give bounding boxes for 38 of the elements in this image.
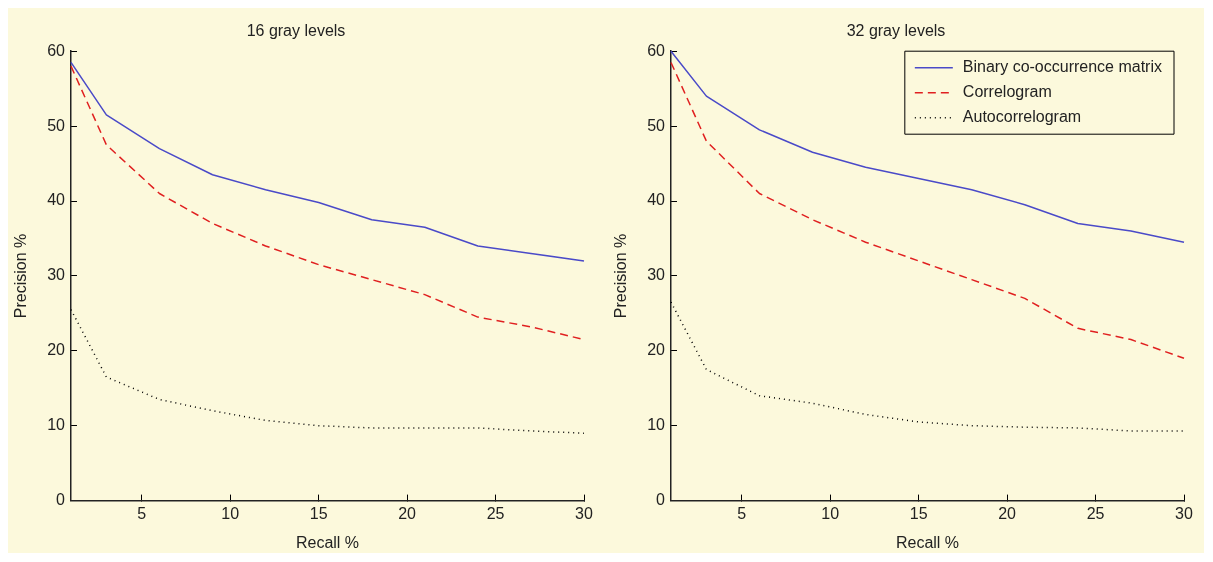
line-series xyxy=(70,308,585,434)
x-tick-label: 20 xyxy=(998,504,1017,522)
x-axis-title: Recall % xyxy=(895,533,960,551)
chart-title: 32 gray levels xyxy=(846,22,946,40)
y-tick-label: 0 xyxy=(656,491,666,509)
y-tick-label: 0 xyxy=(56,491,66,509)
y-tick-label: 60 xyxy=(47,41,66,59)
y-tick-label: 60 xyxy=(647,41,666,59)
legend-label: Binary co-occurrence matrix xyxy=(962,58,1162,76)
x-tick-label: 30 xyxy=(1175,504,1193,522)
y-tick-label: 50 xyxy=(47,116,66,134)
y-tick-label: 30 xyxy=(647,266,666,284)
y-tick-label: 10 xyxy=(47,416,66,434)
x-tick-label: 10 xyxy=(221,504,240,522)
y-tick-label: 40 xyxy=(47,191,66,209)
x-tick-label: 15 xyxy=(909,504,928,522)
y-tick-label: 10 xyxy=(647,416,666,434)
x-axis-title: Recall % xyxy=(295,533,360,551)
y-tick-label: 50 xyxy=(647,116,666,134)
chart-title: 16 gray levels xyxy=(246,22,346,40)
x-tick-label: 30 xyxy=(575,504,593,522)
x-tick-label: 25 xyxy=(1086,504,1105,522)
legend-label: Autocorrelogram xyxy=(962,108,1082,126)
line-series xyxy=(670,301,1185,432)
y-tick-label: 40 xyxy=(647,191,666,209)
x-tick-label: 5 xyxy=(737,504,747,522)
x-tick-label: 20 xyxy=(398,504,417,522)
y-axis-title: Precision % xyxy=(612,233,630,319)
legend-label: Correlogram xyxy=(962,83,1052,101)
x-tick-label: 5 xyxy=(137,504,147,522)
line-series xyxy=(670,61,1185,360)
x-tick-label: 15 xyxy=(309,504,328,522)
x-tick-label: 10 xyxy=(821,504,840,522)
y-tick-label: 20 xyxy=(647,341,666,359)
x-tick-label: 25 xyxy=(486,504,505,522)
y-axis-title: Precision % xyxy=(12,233,30,319)
y-tick-label: 20 xyxy=(47,341,66,359)
y-tick-label: 30 xyxy=(47,266,66,284)
